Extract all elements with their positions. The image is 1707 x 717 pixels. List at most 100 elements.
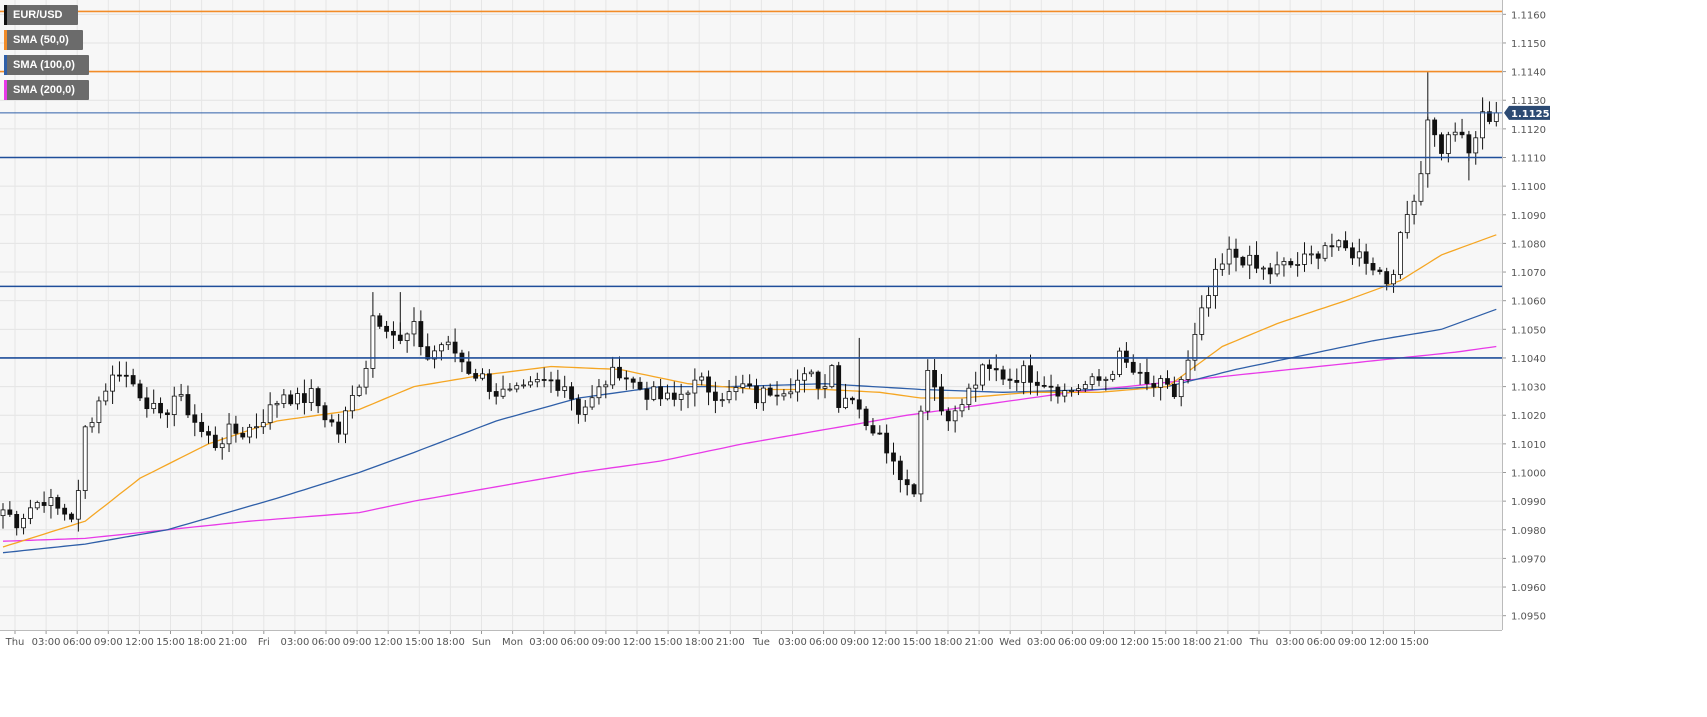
candle-body[interactable] (110, 374, 115, 392)
candle-body[interactable] (1350, 247, 1355, 259)
candle-body[interactable] (925, 369, 931, 412)
candle-body[interactable] (75, 490, 81, 520)
candle-body[interactable] (843, 397, 848, 408)
candle-body[interactable] (719, 399, 725, 402)
candle-body[interactable] (493, 391, 499, 397)
candle-body[interactable] (164, 412, 170, 415)
candle-body[interactable] (418, 321, 424, 348)
candle-body[interactable] (62, 507, 68, 515)
candle-body[interactable] (952, 410, 958, 422)
candle-body[interactable] (644, 388, 650, 400)
candle-body[interactable] (1007, 378, 1013, 381)
candle-body[interactable] (27, 507, 33, 519)
legend-sma-50[interactable]: SMA (50,0) (4, 30, 83, 50)
candle-body[interactable] (1103, 378, 1109, 381)
candle-body[interactable] (1021, 365, 1027, 383)
candle-body[interactable] (1144, 372, 1150, 384)
candle-body[interactable] (7, 509, 13, 515)
candle-body[interactable] (534, 379, 540, 383)
candle-body[interactable] (870, 425, 876, 434)
candle-body[interactable] (610, 366, 616, 386)
candle-body[interactable] (671, 392, 677, 400)
candle-body[interactable] (576, 398, 581, 415)
candle-body[interactable] (973, 384, 979, 389)
candle-body[interactable] (1336, 240, 1342, 248)
candle-body[interactable] (911, 484, 917, 495)
candle-body[interactable] (706, 376, 711, 393)
candle-body[interactable] (1254, 254, 1259, 269)
candle-body[interactable] (14, 514, 20, 529)
candle-body[interactable] (1432, 119, 1438, 136)
candle-body[interactable] (336, 421, 342, 435)
candle-body[interactable] (623, 377, 629, 380)
candle-body[interactable] (1048, 385, 1054, 388)
candle-body[interactable] (1411, 200, 1417, 215)
candle-body[interactable] (1295, 264, 1301, 266)
candle-body[interactable] (562, 386, 568, 391)
candle-body[interactable] (34, 502, 40, 509)
candle-body[interactable] (1206, 295, 1211, 309)
candle-body[interactable] (432, 350, 437, 360)
candle-body[interactable] (678, 393, 684, 400)
candle-body[interactable] (486, 373, 492, 392)
candle-body[interactable] (692, 379, 698, 394)
candle-body[interactable] (528, 381, 533, 386)
candle-body[interactable] (863, 408, 869, 426)
candle-body[interactable] (212, 434, 218, 449)
candle-body[interactable] (178, 394, 184, 397)
candle-body[interactable] (1466, 134, 1472, 154)
candle-body[interactable] (260, 422, 266, 428)
candle-body[interactable] (1363, 251, 1369, 264)
candle-body[interactable] (1404, 214, 1410, 234)
candle-body[interactable] (1452, 131, 1458, 136)
candle-body[interactable] (1165, 378, 1170, 385)
candle-body[interactable] (137, 383, 143, 399)
candle-body[interactable] (1219, 263, 1225, 270)
candle-body[interactable] (1398, 232, 1403, 275)
candle-body[interactable] (514, 385, 520, 390)
candle-body[interactable] (884, 432, 890, 454)
candle-body[interactable] (630, 378, 636, 383)
candle-body[interactable] (82, 426, 88, 491)
candle-body[interactable] (199, 421, 205, 432)
candle-body[interactable] (822, 386, 828, 389)
candle-body[interactable] (987, 364, 992, 369)
candle-body[interactable] (1391, 274, 1396, 285)
candle-body[interactable] (185, 394, 191, 416)
candle-body[interactable] (1445, 134, 1451, 154)
candle-body[interactable] (329, 419, 335, 423)
candle-body[interactable] (1288, 261, 1294, 266)
candle-body[interactable] (69, 513, 74, 520)
candle-body[interactable] (658, 386, 663, 400)
candle-body[interactable] (1089, 376, 1095, 385)
candle-body[interactable] (685, 392, 691, 395)
candle-body[interactable] (1117, 350, 1122, 375)
candle-body[interactable] (1377, 269, 1383, 272)
candle-body[interactable] (740, 383, 746, 388)
candle-body[interactable] (219, 443, 225, 449)
candle-body[interactable] (1267, 267, 1273, 275)
candle-body[interactable] (1151, 383, 1157, 388)
legend-sma-100[interactable]: SMA (100,0) (4, 55, 89, 75)
candle-body[interactable] (1308, 253, 1314, 256)
candle-body[interactable] (1082, 384, 1088, 390)
candle-body[interactable] (438, 344, 444, 352)
candle-body[interactable] (850, 397, 855, 401)
candle-body[interactable] (226, 423, 232, 445)
candle-body[interactable] (521, 384, 526, 387)
candle-body[interactable] (713, 391, 718, 401)
candle-body[interactable] (939, 386, 944, 412)
candle-body[interactable] (322, 405, 328, 421)
candle-body[interactable] (788, 391, 794, 395)
candle-body[interactable] (1096, 376, 1102, 381)
candle-body[interactable] (466, 361, 472, 374)
candle-body[interactable] (1418, 173, 1424, 202)
candle-body[interactable] (993, 368, 999, 371)
candle-body[interactable] (48, 497, 54, 506)
candle-body[interactable] (425, 346, 431, 360)
candle-body[interactable] (507, 388, 513, 391)
candle-body[interactable] (904, 479, 910, 486)
candle-body[interactable] (1487, 111, 1492, 122)
candle-body[interactable] (267, 404, 273, 424)
candle-body[interactable] (1178, 379, 1184, 398)
